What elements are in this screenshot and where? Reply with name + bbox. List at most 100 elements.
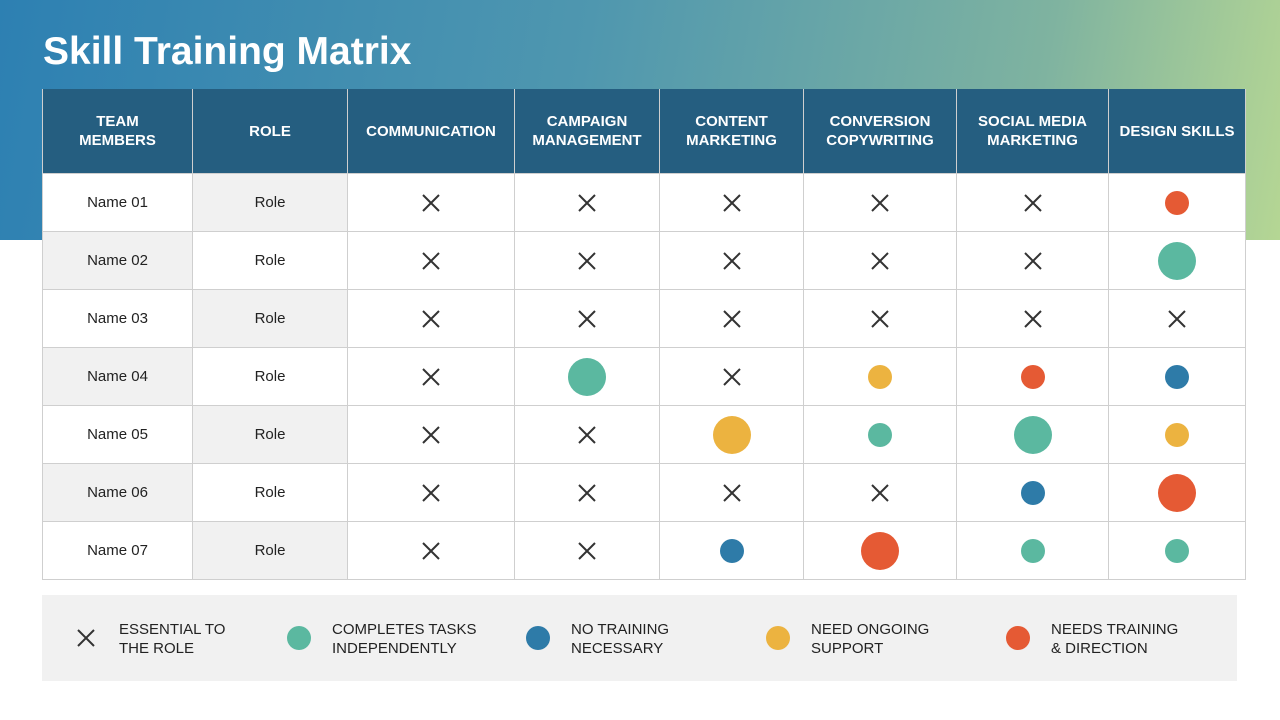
column-header: CONTENT MARKETING bbox=[659, 89, 804, 174]
legend-icon bbox=[66, 618, 106, 663]
member-name: Name 03 bbox=[42, 289, 193, 348]
cross bbox=[422, 483, 440, 502]
skill-cell bbox=[1108, 173, 1246, 232]
cross bbox=[422, 193, 440, 212]
dot bbox=[1165, 422, 1189, 447]
cross bbox=[578, 483, 596, 502]
legend-symbol bbox=[77, 629, 95, 647]
cell-icon bbox=[422, 367, 440, 386]
cell-icon bbox=[1165, 422, 1189, 447]
legend-symbol bbox=[1006, 626, 1030, 650]
skill-cell bbox=[347, 231, 515, 290]
dot bbox=[1006, 626, 1030, 650]
table-row: Name 05 Role bbox=[42, 405, 1246, 464]
header-text: ROLE bbox=[249, 122, 291, 140]
table-row: Name 03 Role bbox=[42, 289, 1246, 348]
skill-cell bbox=[347, 521, 515, 580]
dot bbox=[1020, 538, 1045, 563]
role: Role bbox=[192, 289, 348, 348]
member-name: Name 01 bbox=[42, 173, 193, 232]
dot bbox=[868, 364, 892, 389]
skill-cell bbox=[514, 405, 660, 464]
legend-label: NEED ONGOING SUPPORT bbox=[811, 621, 930, 657]
skill-cell bbox=[1108, 289, 1246, 348]
role: Role bbox=[192, 521, 348, 580]
column-header: ROLE bbox=[192, 89, 348, 174]
table-row: Name 06 Role bbox=[42, 463, 1246, 522]
skill-cell bbox=[1108, 521, 1246, 580]
cell-icon bbox=[1023, 251, 1042, 270]
dot bbox=[568, 357, 606, 396]
skill-cell bbox=[1108, 347, 1246, 406]
cross bbox=[578, 251, 596, 270]
cross bbox=[578, 193, 596, 212]
slide-title: Skill Training Matrix bbox=[43, 30, 412, 73]
cell-icon bbox=[578, 541, 596, 560]
skill-cell bbox=[514, 289, 660, 348]
cell-icon bbox=[722, 193, 741, 212]
dot bbox=[1165, 538, 1189, 563]
dot bbox=[526, 626, 550, 650]
cross bbox=[722, 193, 741, 212]
dot bbox=[1165, 190, 1189, 215]
cross bbox=[722, 367, 741, 386]
skill-cell bbox=[1108, 231, 1246, 290]
header-text: DESIGN SKILLS bbox=[1119, 122, 1235, 140]
dot bbox=[1158, 473, 1196, 512]
skill-cell bbox=[803, 521, 957, 580]
skill-cell bbox=[347, 405, 515, 464]
skill-cell bbox=[514, 347, 660, 406]
skill-cell bbox=[347, 173, 515, 232]
header-text: TEAM MEMBERS bbox=[79, 113, 156, 149]
cell-icon bbox=[578, 309, 596, 328]
skill-cell bbox=[956, 289, 1109, 348]
legend-symbol bbox=[287, 626, 311, 650]
legend-symbol bbox=[766, 626, 790, 650]
cell-icon bbox=[568, 357, 606, 396]
cell-icon bbox=[578, 193, 596, 212]
skill-cell bbox=[514, 231, 660, 290]
skill-cell bbox=[956, 173, 1109, 232]
skill-cell bbox=[803, 463, 957, 522]
cross bbox=[722, 483, 741, 502]
legend-label: COMPLETES TASKS INDEPENDENTLY bbox=[332, 621, 477, 657]
skill-cell bbox=[956, 463, 1109, 522]
member-name: Name 05 bbox=[42, 405, 193, 464]
dot bbox=[1013, 415, 1052, 454]
skill-cell bbox=[803, 173, 957, 232]
member-name: Name 06 bbox=[42, 463, 193, 522]
cross bbox=[722, 251, 741, 270]
cell-icon bbox=[861, 531, 899, 570]
column-header: TEAM MEMBERS bbox=[42, 89, 193, 174]
cross bbox=[578, 309, 596, 328]
cross bbox=[871, 483, 889, 502]
cross bbox=[422, 541, 440, 560]
cell-icon bbox=[422, 251, 440, 270]
role: Role bbox=[192, 347, 348, 406]
skill-cell bbox=[659, 289, 804, 348]
dot bbox=[1020, 480, 1045, 505]
cell-icon bbox=[578, 425, 596, 444]
legend-icon bbox=[279, 618, 319, 663]
cell-icon bbox=[422, 483, 440, 502]
cell-icon bbox=[1023, 309, 1042, 328]
header-text: CAMPAIGN MANAGEMENT bbox=[532, 113, 642, 149]
skill-cell bbox=[659, 463, 804, 522]
skill-cell bbox=[803, 405, 957, 464]
skill-cell bbox=[803, 231, 957, 290]
cell-icon bbox=[871, 309, 889, 328]
skill-cell bbox=[956, 347, 1109, 406]
legend-icon bbox=[758, 618, 798, 663]
cell-icon bbox=[1020, 480, 1045, 505]
cross bbox=[578, 425, 596, 444]
table-row: Name 04 Role bbox=[42, 347, 1246, 406]
cell-icon bbox=[578, 251, 596, 270]
legend-symbol bbox=[526, 626, 550, 650]
cell-icon bbox=[422, 193, 440, 212]
skill-cell bbox=[514, 521, 660, 580]
skill-cell bbox=[659, 231, 804, 290]
legend-label: NEEDS TRAINING & DIRECTION bbox=[1051, 621, 1179, 657]
dot bbox=[861, 531, 899, 570]
skill-cell bbox=[347, 289, 515, 348]
